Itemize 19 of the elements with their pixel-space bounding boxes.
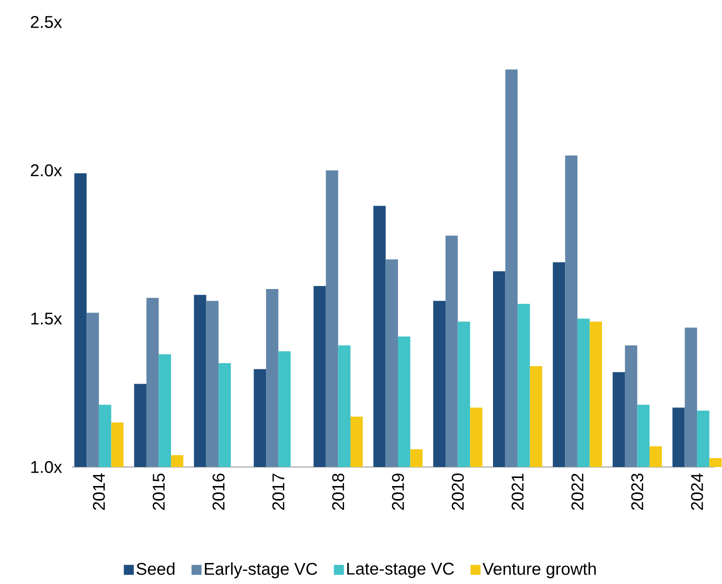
legend-label: Late-stage VC	[347, 562, 454, 578]
x-tick-label: 2017	[272, 474, 284, 510]
x-tick-label: 2020	[452, 474, 464, 510]
y-tick-label: 1.0x	[31, 460, 62, 474]
legend-label: Venture growth	[482, 562, 596, 578]
x-tick-label: 2022	[571, 474, 584, 510]
legend-label: Early-stage VC	[204, 562, 318, 578]
x-tick-label: 2018	[332, 474, 344, 510]
legend-label: Seed	[136, 562, 174, 575]
y-tick-label: 2.5x	[30, 16, 62, 28]
x-tick-label: 2014	[92, 473, 105, 510]
x-tick-label: 2015	[152, 474, 165, 510]
x-tick-label: 2019	[392, 474, 404, 510]
y-tick-label: 1.5x	[31, 312, 62, 325]
x-tick-label: 2023	[631, 474, 644, 510]
y-tick-label: 2.0x	[30, 164, 62, 176]
x-tick-label: 2024	[691, 473, 704, 510]
x-tick-label: 2016	[212, 474, 225, 510]
x-tick-label: 2021	[512, 474, 524, 510]
